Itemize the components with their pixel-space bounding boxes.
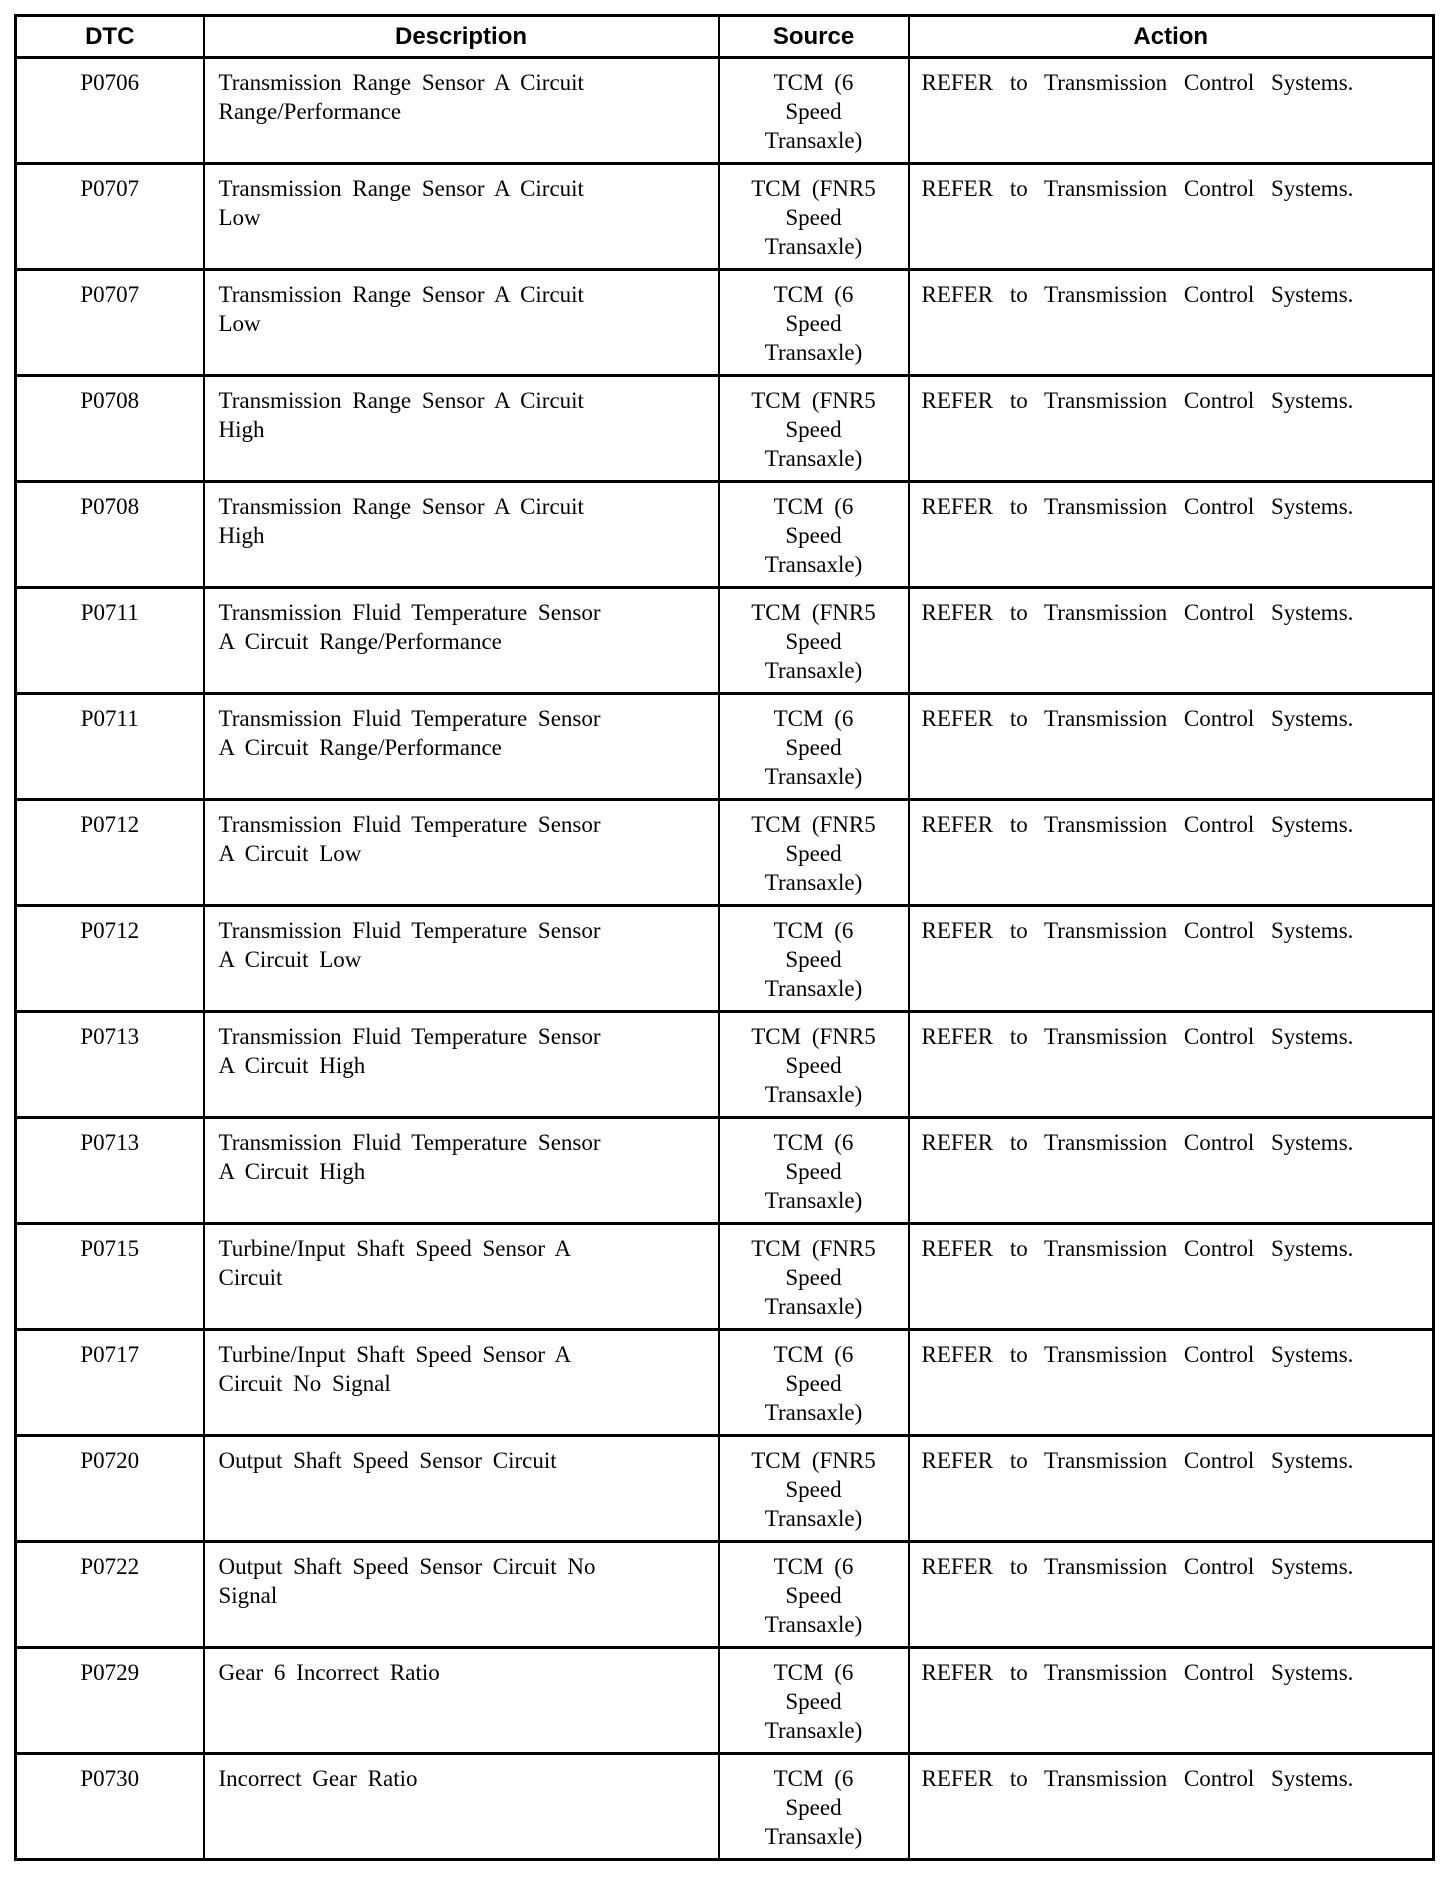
dtc-code-cell: P0707 <box>14 268 205 377</box>
source-cell: TCM (6 Speed Transaxle) <box>717 56 910 165</box>
action-cell: REFER to Transmission Control Systems. <box>907 798 1435 907</box>
dtc-code-cell: P0720 <box>14 1434 205 1543</box>
action-cell: REFER to Transmission Control Systems. <box>907 1646 1435 1755</box>
description-cell: Transmission Range Sensor A Circuit Low <box>202 162 720 271</box>
table-row: P0711 Transmission Fluid Temperature Sen… <box>14 586 1435 695</box>
dtc-code-cell: P0708 <box>14 480 205 589</box>
column-header-action: Action <box>907 14 1435 59</box>
source-cell: TCM (6 Speed Transaxle) <box>717 1752 910 1861</box>
source-cell: TCM (FNR5 Speed Transaxle) <box>717 1222 910 1331</box>
action-cell: REFER to Transmission Control Systems. <box>907 162 1435 271</box>
table-row: P0717 Turbine/Input Shaft Speed Sensor A… <box>14 1328 1435 1437</box>
action-cell: REFER to Transmission Control Systems. <box>907 1434 1435 1543</box>
table-row: P0711 Transmission Fluid Temperature Sen… <box>14 692 1435 801</box>
table-row: P0708 Transmission Range Sensor A Circui… <box>14 374 1435 483</box>
action-cell: REFER to Transmission Control Systems. <box>907 56 1435 165</box>
description-cell: Transmission Range Sensor A Circuit High <box>202 374 720 483</box>
description-cell: Output Shaft Speed Sensor Circuit No Sig… <box>202 1540 720 1649</box>
header-row: DTC Description Source Action <box>14 14 1435 59</box>
description-cell: Transmission Fluid Temperature Sensor A … <box>202 798 720 907</box>
dtc-code-cell: P0713 <box>14 1010 205 1119</box>
source-cell: TCM (FNR5 Speed Transaxle) <box>717 1010 910 1119</box>
dtc-table-body: P0706 Transmission Range Sensor A Circui… <box>14 56 1435 1861</box>
description-cell: Incorrect Gear Ratio <box>202 1752 720 1861</box>
action-cell: REFER to Transmission Control Systems. <box>907 1752 1435 1861</box>
description-cell: Turbine/Input Shaft Speed Sensor A Circu… <box>202 1222 720 1331</box>
table-row: P0713 Transmission Fluid Temperature Sen… <box>14 1116 1435 1225</box>
dtc-code-cell: P0722 <box>14 1540 205 1649</box>
dtc-code-cell: P0708 <box>14 374 205 483</box>
description-cell: Turbine/Input Shaft Speed Sensor A Circu… <box>202 1328 720 1437</box>
action-cell: REFER to Transmission Control Systems. <box>907 268 1435 377</box>
description-cell: Transmission Fluid Temperature Sensor A … <box>202 1116 720 1225</box>
action-cell: REFER to Transmission Control Systems. <box>907 1010 1435 1119</box>
source-cell: TCM (FNR5 Speed Transaxle) <box>717 586 910 695</box>
description-cell: Output Shaft Speed Sensor Circuit <box>202 1434 720 1543</box>
source-cell: TCM (FNR5 Speed Transaxle) <box>717 374 910 483</box>
action-cell: REFER to Transmission Control Systems. <box>907 374 1435 483</box>
source-cell: TCM (6 Speed Transaxle) <box>717 1540 910 1649</box>
dtc-code-cell: P0712 <box>14 904 205 1013</box>
description-cell: Transmission Range Sensor A Circuit High <box>202 480 720 589</box>
table-row: P0707 Transmission Range Sensor A Circui… <box>14 162 1435 271</box>
dtc-code-cell: P0707 <box>14 162 205 271</box>
document-page: DTC Description Source Action P0706 Tran… <box>14 14 1435 1861</box>
table-row: P0715 Turbine/Input Shaft Speed Sensor A… <box>14 1222 1435 1331</box>
dtc-code-cell: P0706 <box>14 56 205 165</box>
source-cell: TCM (6 Speed Transaxle) <box>717 1116 910 1225</box>
table-row: P0712 Transmission Fluid Temperature Sen… <box>14 904 1435 1013</box>
table-row: P0729 Gear 6 Incorrect Ratio TCM (6 Spee… <box>14 1646 1435 1755</box>
action-cell: REFER to Transmission Control Systems. <box>907 1328 1435 1437</box>
dtc-code-cell: P0715 <box>14 1222 205 1331</box>
description-cell: Transmission Fluid Temperature Sensor A … <box>202 904 720 1013</box>
action-cell: REFER to Transmission Control Systems. <box>907 692 1435 801</box>
source-cell: TCM (FNR5 Speed Transaxle) <box>717 162 910 271</box>
table-row: P0713 Transmission Fluid Temperature Sen… <box>14 1010 1435 1119</box>
source-cell: TCM (FNR5 Speed Transaxle) <box>717 1434 910 1543</box>
dtc-code-cell: P0712 <box>14 798 205 907</box>
description-cell: Gear 6 Incorrect Ratio <box>202 1646 720 1755</box>
source-cell: TCM (6 Speed Transaxle) <box>717 268 910 377</box>
action-cell: REFER to Transmission Control Systems. <box>907 1540 1435 1649</box>
table-row: P0722 Output Shaft Speed Sensor Circuit … <box>14 1540 1435 1649</box>
action-cell: REFER to Transmission Control Systems. <box>907 586 1435 695</box>
dtc-code-cell: P0730 <box>14 1752 205 1861</box>
dtc-code-cell: P0717 <box>14 1328 205 1437</box>
dtc-code-cell: P0711 <box>14 586 205 695</box>
source-cell: TCM (FNR5 Speed Transaxle) <box>717 798 910 907</box>
table-row: P0706 Transmission Range Sensor A Circui… <box>14 56 1435 165</box>
table-row: P0712 Transmission Fluid Temperature Sen… <box>14 798 1435 907</box>
description-cell: Transmission Fluid Temperature Sensor A … <box>202 692 720 801</box>
description-cell: Transmission Fluid Temperature Sensor A … <box>202 586 720 695</box>
action-cell: REFER to Transmission Control Systems. <box>907 1222 1435 1331</box>
action-cell: REFER to Transmission Control Systems. <box>907 904 1435 1013</box>
column-header-description: Description <box>202 14 720 59</box>
source-cell: TCM (6 Speed Transaxle) <box>717 692 910 801</box>
column-header-dtc: DTC <box>14 14 205 59</box>
table-row: P0707 Transmission Range Sensor A Circui… <box>14 268 1435 377</box>
description-cell: Transmission Range Sensor A Circuit Low <box>202 268 720 377</box>
dtc-table: DTC Description Source Action P0706 Tran… <box>14 14 1435 1861</box>
action-cell: REFER to Transmission Control Systems. <box>907 480 1435 589</box>
table-row: P0708 Transmission Range Sensor A Circui… <box>14 480 1435 589</box>
description-cell: Transmission Fluid Temperature Sensor A … <box>202 1010 720 1119</box>
table-row: P0730 Incorrect Gear Ratio TCM (6 Speed … <box>14 1752 1435 1861</box>
dtc-code-cell: P0711 <box>14 692 205 801</box>
source-cell: TCM (6 Speed Transaxle) <box>717 1328 910 1437</box>
description-cell: Transmission Range Sensor A Circuit Rang… <box>202 56 720 165</box>
column-header-source: Source <box>717 14 910 59</box>
dtc-code-cell: P0729 <box>14 1646 205 1755</box>
source-cell: TCM (6 Speed Transaxle) <box>717 1646 910 1755</box>
action-cell: REFER to Transmission Control Systems. <box>907 1116 1435 1225</box>
source-cell: TCM (6 Speed Transaxle) <box>717 904 910 1013</box>
source-cell: TCM (6 Speed Transaxle) <box>717 480 910 589</box>
table-row: P0720 Output Shaft Speed Sensor Circuit … <box>14 1434 1435 1543</box>
dtc-code-cell: P0713 <box>14 1116 205 1225</box>
